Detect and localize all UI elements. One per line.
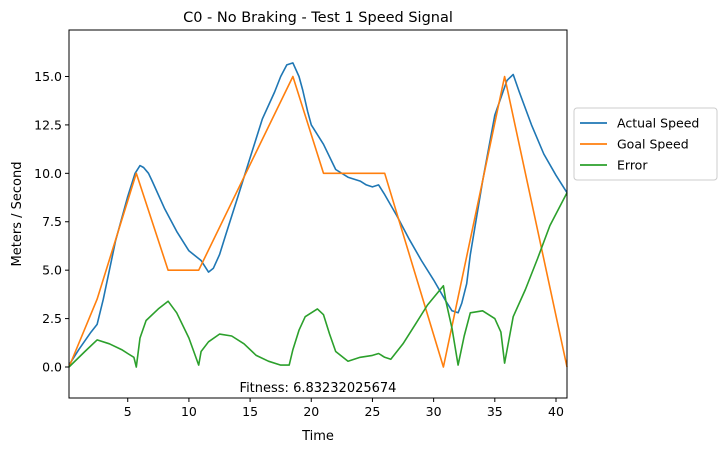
x-tick-label: 15 (242, 404, 258, 419)
x-axis-ticks: 5 10 15 20 25 30 35 40 (124, 398, 564, 419)
chart-title: C0 - No Braking - Test 1 Speed Signal (183, 10, 453, 26)
y-tick-label: 5.0 (42, 263, 62, 278)
x-tick-label: 30 (426, 404, 442, 419)
x-tick-label: 25 (364, 404, 380, 419)
fitness-annotation: Fitness: 6.83232025674 (240, 381, 397, 396)
legend-label: Actual Speed (617, 116, 699, 131)
y-tick-label: 15.0 (34, 69, 62, 84)
x-tick-label: 5 (124, 404, 132, 419)
y-tick-label: 12.5 (34, 117, 62, 132)
legend-box (573, 107, 718, 181)
y-tick-label: 10.0 (34, 166, 62, 181)
series-layer (68, 62, 568, 368)
legend-label: Goal Speed (617, 137, 689, 152)
y-tick-label: 2.5 (42, 311, 62, 326)
x-tick-label: 10 (181, 404, 197, 419)
series-line-1 (68, 75, 568, 368)
y-tick-label: 7.5 (42, 214, 62, 229)
x-tick-label: 40 (548, 404, 564, 419)
y-axis-label: Meters / Second (10, 162, 25, 267)
plot-frame (68, 29, 568, 399)
legend-label: Error (617, 158, 648, 173)
y-tick-label: 0.0 (42, 360, 62, 375)
x-tick-label: 35 (487, 404, 503, 419)
series-line-0 (68, 62, 568, 366)
x-tick-label: 20 (303, 404, 319, 419)
y-axis-ticks: 0.0 2.5 5.0 7.5 10.0 12.5 15.0 (34, 69, 69, 375)
x-axis-label: Time (301, 429, 334, 444)
legend: Actual Speed Goal Speed Error (573, 107, 718, 181)
series-line-2 (68, 192, 568, 368)
